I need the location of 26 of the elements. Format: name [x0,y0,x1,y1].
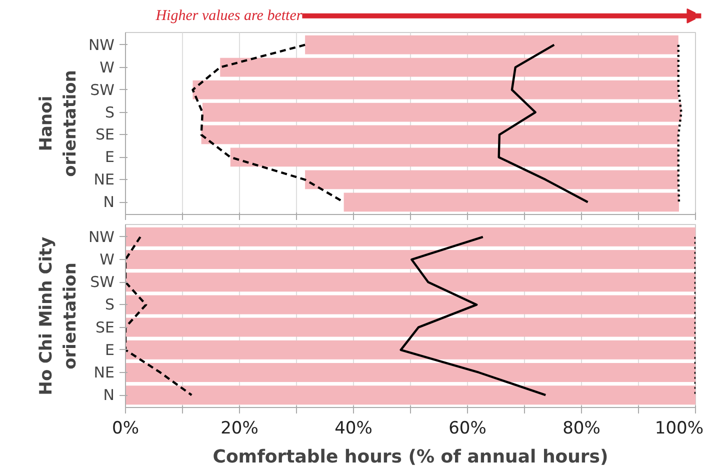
y-tick-label: SE [96,318,114,336]
y-tick-label: SW [90,80,115,99]
y-tick-label: W [100,250,115,269]
y-tick-label: S [104,103,115,122]
y-tick-label: NE [94,363,115,382]
x-tick-label: 40% [334,418,372,438]
y-axis-title: Ho Chi Minh City orientation [36,236,80,396]
y-tick-label: SW [90,273,115,292]
x-tick-label: 100% [654,418,703,438]
y-tick-label: N [103,386,115,404]
x-tick-label: 80% [562,418,600,438]
y-tick-label: W [100,58,115,76]
y-tick-label: E [105,148,115,166]
y-tick-label: S [104,296,115,314]
y-tick-label: NE [94,170,115,189]
x-axis-title: Comfortable hours (% of annual hours) [212,446,608,468]
y-axis-title: Hanoi orientation [36,70,80,177]
x-tick-label: 0% [112,418,139,438]
y-tick-label: N [103,193,115,212]
y-tick-label: E [105,340,115,359]
y-tick-label: SE [96,126,114,144]
text: Higher values are better [154,8,302,24]
y-tick-label: NW [88,36,115,54]
y-tick-label: NW [88,228,115,246]
x-tick-label: 20% [220,418,258,438]
x-tick-label: 60% [448,418,486,438]
